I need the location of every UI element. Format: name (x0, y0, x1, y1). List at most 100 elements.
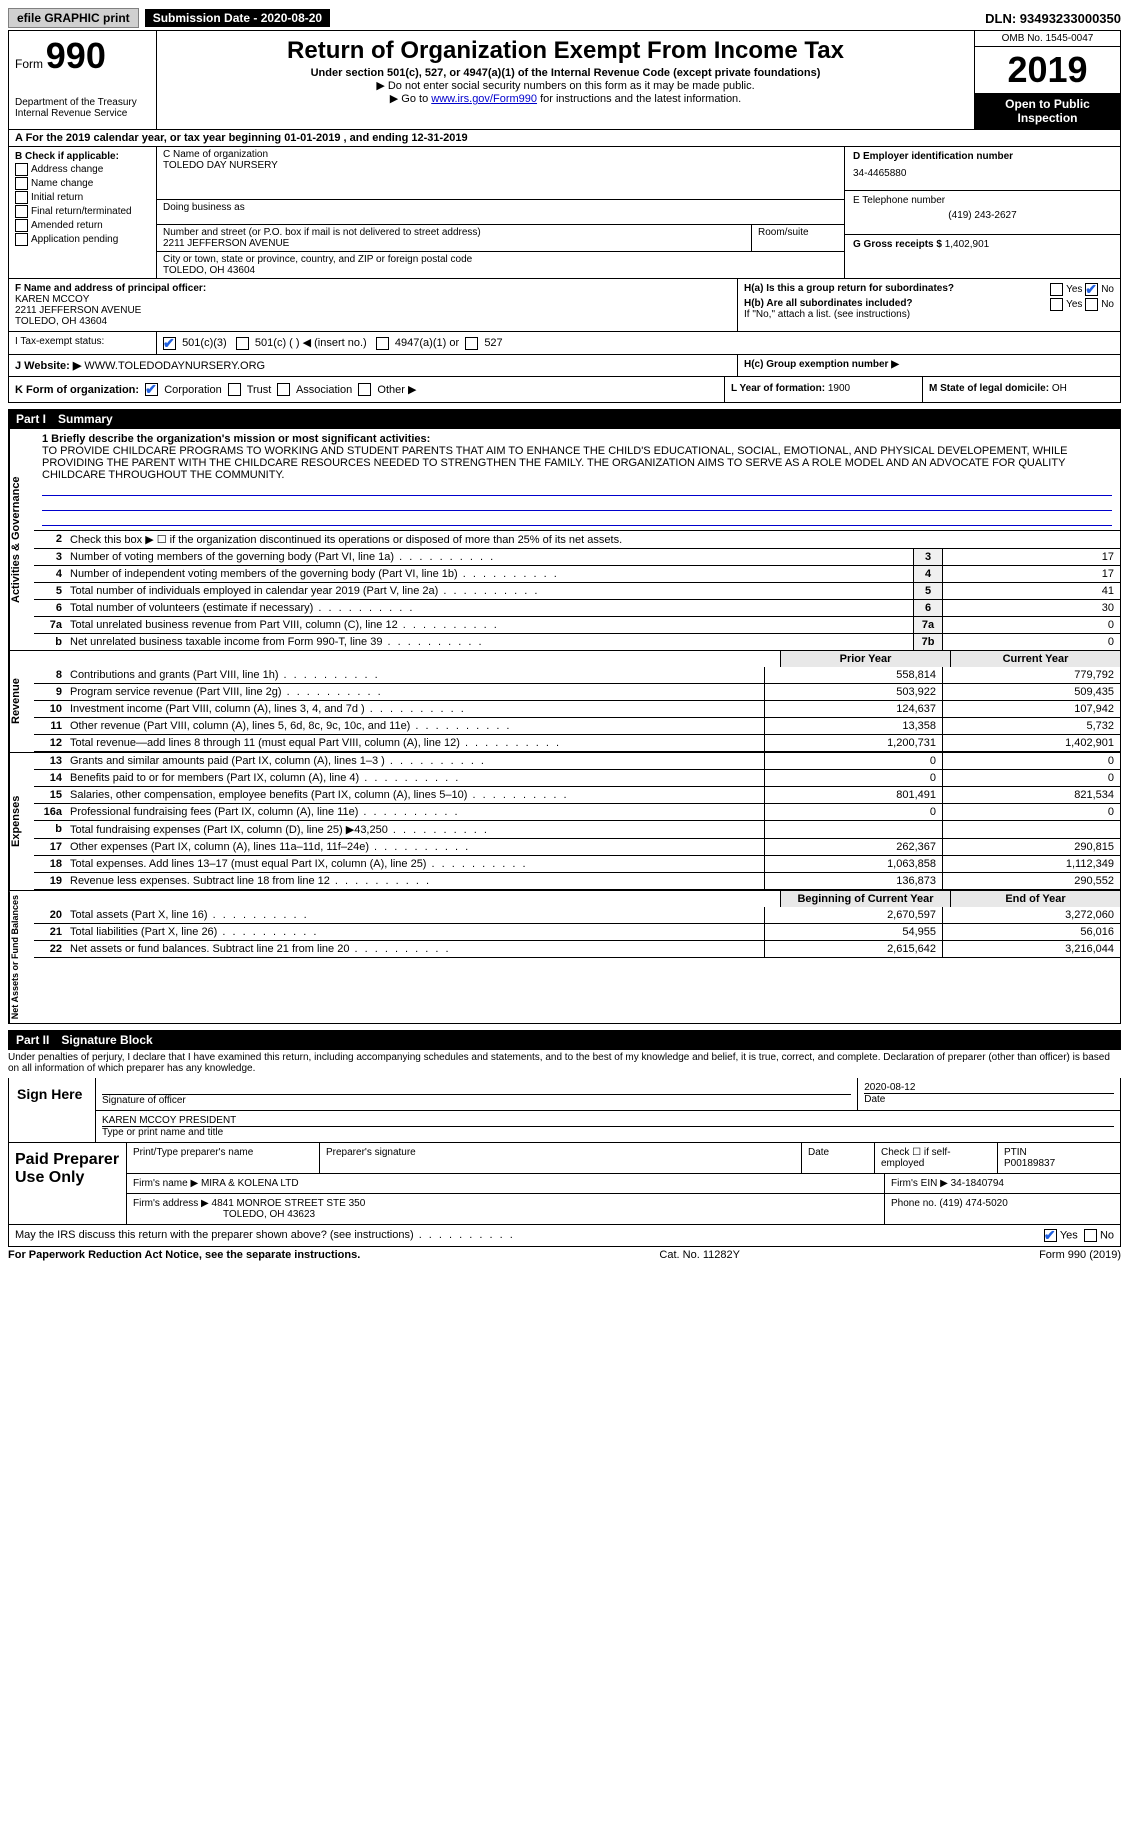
line-num: 13 (34, 753, 66, 769)
line-desc: Other expenses (Part IX, column (A), lin… (66, 839, 764, 855)
current-value: 290,815 (942, 839, 1120, 855)
goto-prefix: ▶ Go to (390, 93, 431, 105)
line1-label: 1 Briefly describe the organization's mi… (42, 433, 430, 445)
telephone-value: (419) 243-2627 (853, 206, 1112, 221)
discuss-preparer-text: May the IRS discuss this return with the… (15, 1229, 515, 1242)
hb-no-check[interactable] (1085, 298, 1098, 311)
org-address: 2211 JEFFERSON AVENUE (163, 238, 745, 249)
discuss-yes-check[interactable] (1044, 1229, 1057, 1242)
cat-no: Cat. No. 11282Y (659, 1249, 740, 1261)
firm-addr-label: Firm's address ▶ (133, 1198, 209, 1209)
check-501c3[interactable] (163, 337, 176, 350)
firm-addr1: 4841 MONROE STREET STE 350 (212, 1198, 366, 1209)
form-subtitle: Under section 501(c), 527, or 4947(a)(1)… (165, 67, 966, 79)
col-current-year: Current Year (950, 651, 1120, 667)
check-final-return[interactable] (15, 205, 28, 218)
preparer-date-header: Date (802, 1143, 875, 1173)
prior-value: 0 (764, 753, 942, 769)
check-501c[interactable] (236, 337, 249, 350)
line-desc: Net assets or fund balances. Subtract li… (66, 941, 764, 957)
ptin-value: P00189837 (1004, 1158, 1114, 1169)
gross-receipts-value: 1,402,901 (945, 239, 990, 250)
part-ii-label: Part II (16, 1033, 49, 1047)
lbl-501c3: 501(c)(3) (182, 337, 227, 349)
prior-value: 124,637 (764, 701, 942, 717)
current-value: 0 (942, 753, 1120, 769)
check-initial-return[interactable] (15, 191, 28, 204)
check-trust[interactable] (228, 383, 241, 396)
line-desc: Net unrelated business taxable income fr… (66, 634, 913, 650)
line-desc: Total assets (Part X, line 16) (66, 907, 764, 923)
line-desc: Salaries, other compensation, employee b… (66, 787, 764, 803)
lbl-other: Other ▶ (377, 384, 416, 396)
current-value: 290,552 (942, 873, 1120, 889)
check-association[interactable] (277, 383, 290, 396)
lbl-527: 527 (484, 337, 502, 349)
line-num: 11 (34, 718, 66, 734)
line-value: 30 (942, 600, 1120, 616)
check-amended-return[interactable] (15, 219, 28, 232)
ssn-note: ▶ Do not enter social security numbers o… (165, 79, 966, 92)
check-527[interactable] (465, 337, 478, 350)
hc-label: H(c) Group exemption number ▶ (744, 359, 899, 370)
part-ii-header: Part II Signature Block (8, 1030, 1121, 1050)
sign-date-value: 2020-08-12 (864, 1082, 1114, 1093)
current-value: 779,792 (942, 667, 1120, 683)
ha-no-check[interactable] (1085, 283, 1098, 296)
check-application-pending[interactable] (15, 233, 28, 246)
box-j-label: J Website: ▶ (15, 360, 81, 372)
line-desc: Total liabilities (Part X, line 26) (66, 924, 764, 940)
current-value: 0 (942, 804, 1120, 820)
prior-value: 13,358 (764, 718, 942, 734)
dept-label: Department of the Treasury Internal Reve… (15, 97, 150, 119)
discuss-no-check[interactable] (1084, 1229, 1097, 1242)
box-i-label: I Tax-exempt status: (9, 332, 157, 354)
ha-yes-check[interactable] (1050, 283, 1063, 296)
check-address-change[interactable] (15, 163, 28, 176)
prior-value: 503,922 (764, 684, 942, 700)
hb-yes-check[interactable] (1050, 298, 1063, 311)
line-value: 17 (942, 549, 1120, 565)
check-corporation[interactable] (145, 383, 158, 396)
line-num: 18 (34, 856, 66, 872)
line-box: 3 (913, 549, 942, 565)
line-num: 10 (34, 701, 66, 717)
line-num: 6 (34, 600, 66, 616)
lbl-name-change: Name change (31, 178, 93, 189)
current-value: 3,216,044 (942, 941, 1120, 957)
current-value (942, 821, 1120, 838)
phone-value: (419) 474-5020 (939, 1198, 1007, 1209)
check-other[interactable] (358, 383, 371, 396)
mission-text: TO PROVIDE CHILDCARE PROGRAMS TO WORKING… (42, 445, 1068, 481)
line-num: 20 (34, 907, 66, 923)
line-num: 16a (34, 804, 66, 820)
current-value: 56,016 (942, 924, 1120, 940)
prior-value: 54,955 (764, 924, 942, 940)
officer-name-label: Type or print name and title (102, 1126, 1114, 1138)
lbl-initial-return: Initial return (31, 192, 83, 203)
firm-ein-label: Firm's EIN ▶ (891, 1178, 948, 1189)
current-value: 3,272,060 (942, 907, 1120, 923)
col-prior-year: Prior Year (780, 651, 950, 667)
hb-yes: Yes (1066, 299, 1082, 310)
submission-date: Submission Date - 2020-08-20 (145, 9, 330, 27)
line-desc: Grants and similar amounts paid (Part IX… (66, 753, 764, 769)
line-num: 15 (34, 787, 66, 803)
lbl-address-change: Address change (31, 164, 103, 175)
irs-link[interactable]: www.irs.gov/Form990 (431, 93, 537, 105)
line-num: 17 (34, 839, 66, 855)
box-m-label: M State of legal domicile: (929, 383, 1049, 394)
check-name-change[interactable] (15, 177, 28, 190)
prior-value: 1,063,858 (764, 856, 942, 872)
col-end-year: End of Year (950, 891, 1120, 907)
phone-label: Phone no. (891, 1198, 937, 1209)
box-d-label: D Employer identification number (853, 151, 1112, 162)
form-title: Return of Organization Exempt From Incom… (165, 37, 966, 65)
lbl-final-return: Final return/terminated (31, 206, 132, 217)
form-prefix: Form (15, 57, 43, 71)
preparer-sig-header: Preparer's signature (320, 1143, 802, 1173)
check-4947[interactable] (376, 337, 389, 350)
box-b-header: B Check if applicable: (15, 151, 150, 162)
efile-print-button[interactable]: efile GRAPHIC print (8, 8, 139, 28)
sign-here-label: Sign Here (9, 1078, 96, 1142)
